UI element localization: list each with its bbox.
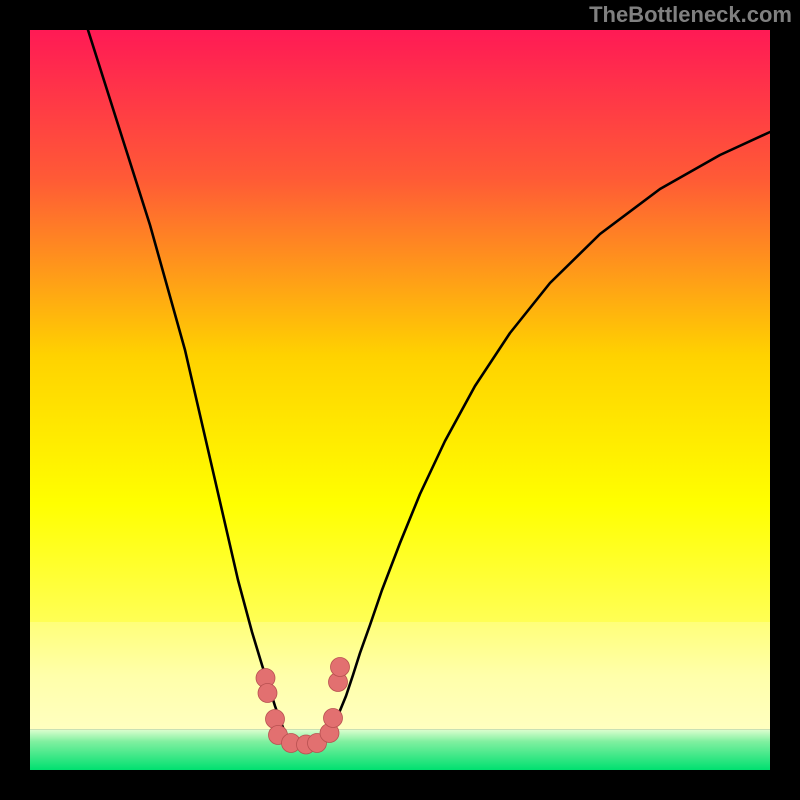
marker-dot xyxy=(331,658,350,677)
gradient-band-main xyxy=(30,30,770,622)
marker-dot xyxy=(324,709,343,728)
gradient-band-green xyxy=(30,729,770,770)
bottleneck-chart-svg xyxy=(0,0,800,800)
chart-root: TheBottleneck.com xyxy=(0,0,800,800)
attribution-text: TheBottleneck.com xyxy=(589,2,792,28)
gradient-band-pale xyxy=(30,622,770,729)
marker-dot xyxy=(258,684,277,703)
